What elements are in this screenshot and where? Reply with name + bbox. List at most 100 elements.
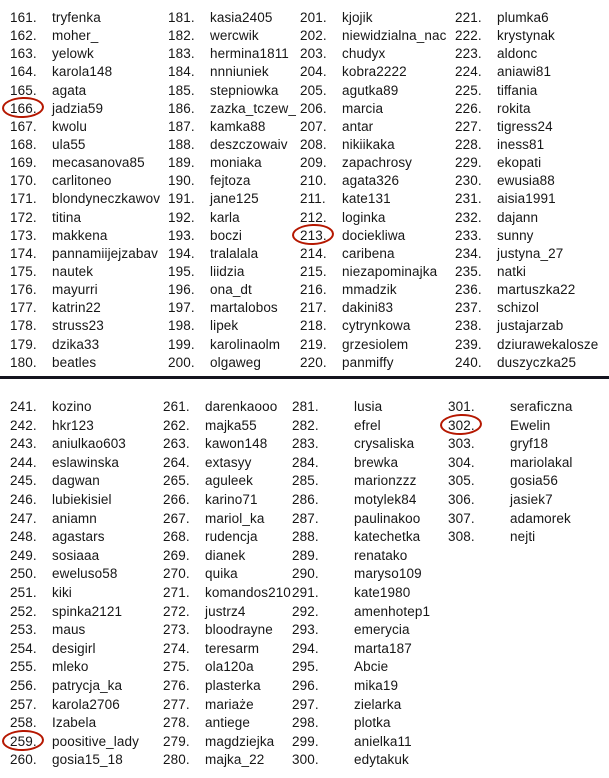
list-item: 247. aniamn	[10, 510, 139, 529]
item-number: 287.	[292, 510, 319, 526]
item-username: rokita	[497, 100, 531, 116]
item-username: dakini83	[342, 300, 394, 316]
list-item: 188. deszczowaiv	[168, 136, 296, 154]
list-item: 204. kobra2222	[300, 63, 446, 81]
list-item: 298. plotka	[292, 714, 430, 733]
item-number: 308.	[448, 529, 475, 545]
list-item: 234. justyna_27	[455, 245, 598, 263]
item-number: 173.	[10, 227, 37, 243]
list-item: 239. dziurawekalosze	[455, 336, 598, 354]
item-username: edytakuk	[354, 752, 409, 768]
list-item: 178. struss23	[10, 317, 160, 335]
list-item: 250. eweluso58	[10, 565, 139, 584]
item-username: nikiikaka	[342, 136, 395, 152]
list-item: 217. dakini83	[300, 299, 446, 317]
item-number: 239.	[455, 336, 482, 352]
item-username: dzika33	[52, 336, 100, 352]
item-number: 167.	[10, 118, 37, 134]
item-number: 273.	[163, 622, 190, 638]
list-item: 212. loginka	[300, 209, 446, 227]
item-username: zazka_tczew_	[210, 100, 296, 116]
list-item: 194. tralalala	[168, 245, 296, 263]
list-item: 297. zielarka	[292, 696, 430, 715]
list-item: 286. motylek84	[292, 491, 430, 510]
item-number: 251.	[10, 584, 37, 600]
list-item: 169. mecasanova85	[10, 154, 160, 172]
list-item: 289. renatako	[292, 547, 430, 566]
item-username: majka55	[205, 417, 257, 433]
item-number: 281.	[292, 399, 319, 414]
list-item: 225. tiffania	[455, 82, 598, 100]
list-item: 196. ona_dt	[168, 281, 296, 299]
item-username: agata326	[342, 173, 400, 189]
item-username: komandos210	[205, 584, 291, 600]
item-number: 207.	[300, 118, 327, 134]
item-username: liidzia	[210, 263, 245, 279]
item-number: 295.	[292, 659, 319, 675]
item-number: 247.	[10, 510, 37, 526]
list-item: 233. sunny	[455, 227, 598, 245]
item-number: 241.	[10, 399, 37, 414]
list-item: 244. eslawinska	[10, 454, 139, 473]
item-username: nautek	[52, 263, 94, 279]
item-number: 206.	[300, 100, 327, 116]
item-username: brewka	[354, 454, 399, 470]
item-number: 240.	[455, 354, 482, 370]
item-number: 165.	[10, 82, 37, 98]
item-number: 178.	[10, 318, 37, 334]
item-number: 291.	[292, 584, 319, 600]
list-item: 271. komandos210	[163, 584, 291, 603]
item-username: patrycja_ka	[52, 677, 123, 693]
list-item: 294. marta187	[292, 640, 430, 659]
list-item: 185. stepniowka	[168, 82, 296, 100]
list-item: 206. marcia	[300, 100, 446, 118]
list-item: 216. mmadzik	[300, 281, 446, 299]
item-username: mariol_ka	[205, 510, 265, 526]
item-username: dziurawekalosze	[497, 336, 599, 352]
item-username: quika	[205, 566, 238, 582]
list-item: 253. maus	[10, 621, 139, 640]
item-username: tralalala	[210, 245, 259, 261]
item-number: 203.	[300, 46, 327, 62]
item-username: teresarm	[205, 640, 260, 656]
item-number: 236.	[455, 282, 482, 298]
item-username: gosia56	[510, 473, 558, 489]
item-username: martuszka22	[497, 282, 576, 298]
item-username: tiffania	[497, 82, 538, 98]
item-username: amenhotep1	[354, 603, 431, 619]
item-username: pannamiijejzabav	[52, 245, 158, 261]
item-username: eslawinska	[52, 454, 120, 470]
list-item: 227. tigress24	[455, 118, 598, 136]
item-number: 280.	[163, 752, 190, 768]
item-number: 261.	[163, 399, 190, 414]
list-item: 172. titina	[10, 209, 160, 227]
list-item: 293. emerycia	[292, 621, 430, 640]
item-number: 216.	[300, 282, 327, 298]
list-item: 202. niewidzialna_nac	[300, 27, 446, 45]
item-number: 263.	[163, 436, 190, 452]
item-username: efrel	[354, 417, 381, 433]
item-username: fejtoza	[210, 173, 251, 189]
list-item: 270. quika	[163, 565, 291, 584]
list-item: 262. majka55	[163, 417, 291, 436]
list-item: 266. karino71	[163, 491, 291, 510]
item-username: aguleek	[205, 473, 253, 489]
item-username: ekopati	[497, 155, 542, 171]
item-username: marionzzz	[354, 473, 417, 489]
item-number: 290.	[292, 566, 319, 582]
item-username: katechetka	[354, 529, 421, 545]
item-number: 286.	[292, 491, 319, 507]
item-number: 271.	[163, 584, 190, 600]
list-item: 302. Ewelin	[448, 417, 573, 436]
item-number: 219.	[300, 336, 327, 352]
list-item: 299. anielka11	[292, 733, 430, 752]
item-number: 250.	[10, 566, 37, 582]
item-username: carlitoneo	[52, 173, 112, 189]
list-item: 304. mariolakal	[448, 454, 573, 473]
item-username: deszczowaiv	[210, 136, 288, 152]
item-number: 238.	[455, 318, 482, 334]
item-username: Abcie	[354, 659, 389, 675]
item-number: 196.	[168, 282, 195, 298]
item-number: 188.	[168, 136, 195, 152]
item-username: jasiek7	[510, 491, 553, 507]
